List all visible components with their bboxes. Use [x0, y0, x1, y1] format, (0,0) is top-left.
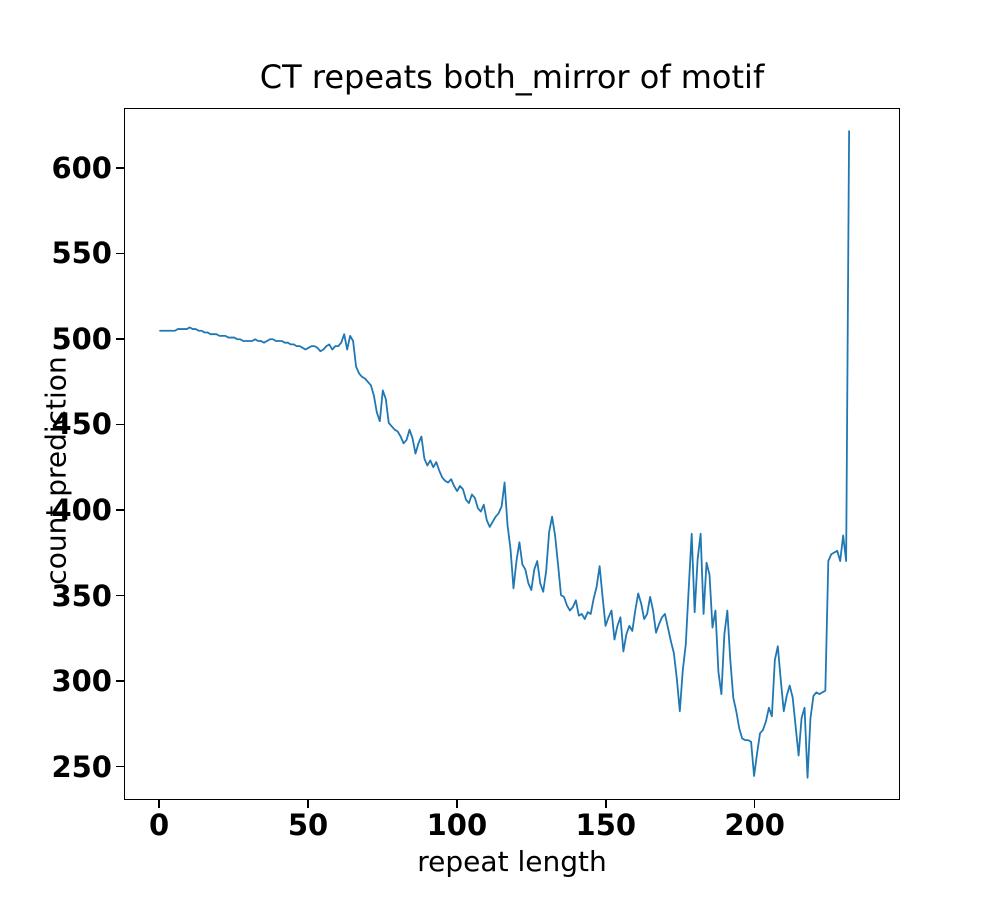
- y-axis-tick-label: 300: [51, 664, 112, 699]
- x-axis-tick-label: 200: [724, 808, 785, 842]
- x-axis-tick-mark: [604, 800, 607, 808]
- line-series-count-prediction: [159, 130, 850, 779]
- y-axis-tick-mark: [116, 509, 124, 511]
- x-axis-tick-mark: [753, 800, 756, 808]
- x-axis-tick-mark: [158, 800, 160, 808]
- chart-title: CT repeats both_mirror of motif: [259, 58, 765, 96]
- y-axis-tick-mark: [116, 338, 124, 340]
- x-axis-label: repeat length: [417, 845, 607, 878]
- y-axis-tick-label: 350: [51, 578, 112, 613]
- y-axis-tick-label: 400: [51, 493, 112, 528]
- x-axis-tick-label: 150: [575, 808, 637, 842]
- x-axis-tick-mark: [456, 800, 458, 808]
- y-axis-tick-labels: 250 300 350 400 450 500 550 600: [0, 0, 112, 900]
- y-axis-tick-label: 500: [51, 321, 112, 356]
- x-axis-tick-label: 100: [426, 808, 488, 842]
- y-axis-tick-label: 250: [51, 749, 112, 784]
- plot-area: [124, 108, 900, 800]
- y-axis-tick-label: 600: [51, 150, 112, 185]
- x-axis-tick-mark: [307, 800, 309, 808]
- y-axis-tick-mark: [116, 167, 124, 169]
- x-axis-tick-label: 0: [149, 808, 170, 842]
- y-axis-tick-mark: [116, 765, 124, 768]
- y-axis-tick-mark: [116, 680, 124, 682]
- y-axis-tick-label: 550: [51, 236, 112, 271]
- y-axis-tick-mark: [116, 252, 124, 255]
- y-axis-tick-mark: [116, 594, 124, 597]
- y-axis-tick-label: 450: [51, 407, 112, 442]
- y-axis-label: count prediction: [39, 356, 73, 585]
- y-axis-tick-mark: [116, 423, 124, 426]
- x-axis-tick-label: 50: [287, 808, 329, 842]
- line-series-svg: [159, 130, 850, 779]
